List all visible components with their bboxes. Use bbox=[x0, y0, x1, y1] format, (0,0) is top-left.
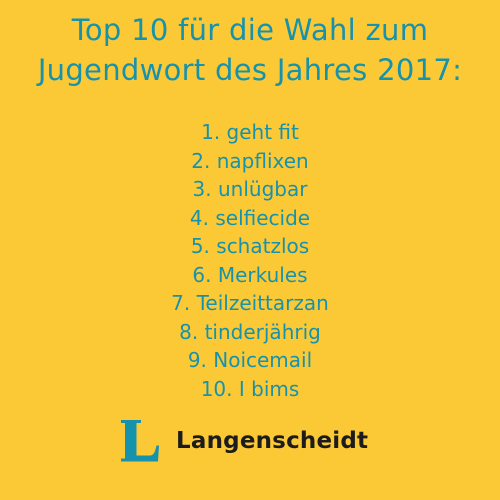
ranking-item-8: 8. tinderjährig bbox=[179, 319, 321, 344]
ranking-item-9: 9. Noicemail bbox=[187, 348, 313, 372]
ranking-item-1: 1. geht fit bbox=[201, 120, 299, 144]
ranking-item-5: 5. schatzlos bbox=[190, 234, 310, 258]
headline: Top 10 für die Wahl zum Jugendwort des J… bbox=[0, 10, 500, 90]
langenscheidt-logo-icon bbox=[121, 420, 159, 462]
ranking-item-10: 10. I bims bbox=[200, 376, 300, 401]
ranking-list: 1. geht fit 2. napflixen 3. unlügbar 4. … bbox=[0, 118, 500, 403]
ranking-item-4: 4. selfiecide bbox=[189, 205, 311, 230]
headline-line-1: Top 10 für die Wahl zum bbox=[71, 13, 429, 47]
ranking-item-6: 6. Merkules bbox=[192, 262, 308, 287]
headline-line-2: Jugendwort des Jahres 2017: bbox=[37, 53, 463, 87]
brand-block: Langenscheidt bbox=[118, 418, 368, 464]
brand-name: Langenscheidt bbox=[176, 428, 369, 454]
ranking-item-7: 7. Teilzeittarzan bbox=[171, 291, 329, 315]
ranking-item-2: 2. napflixen bbox=[191, 148, 309, 173]
ranking-item-3: 3. unlügbar bbox=[192, 177, 308, 201]
